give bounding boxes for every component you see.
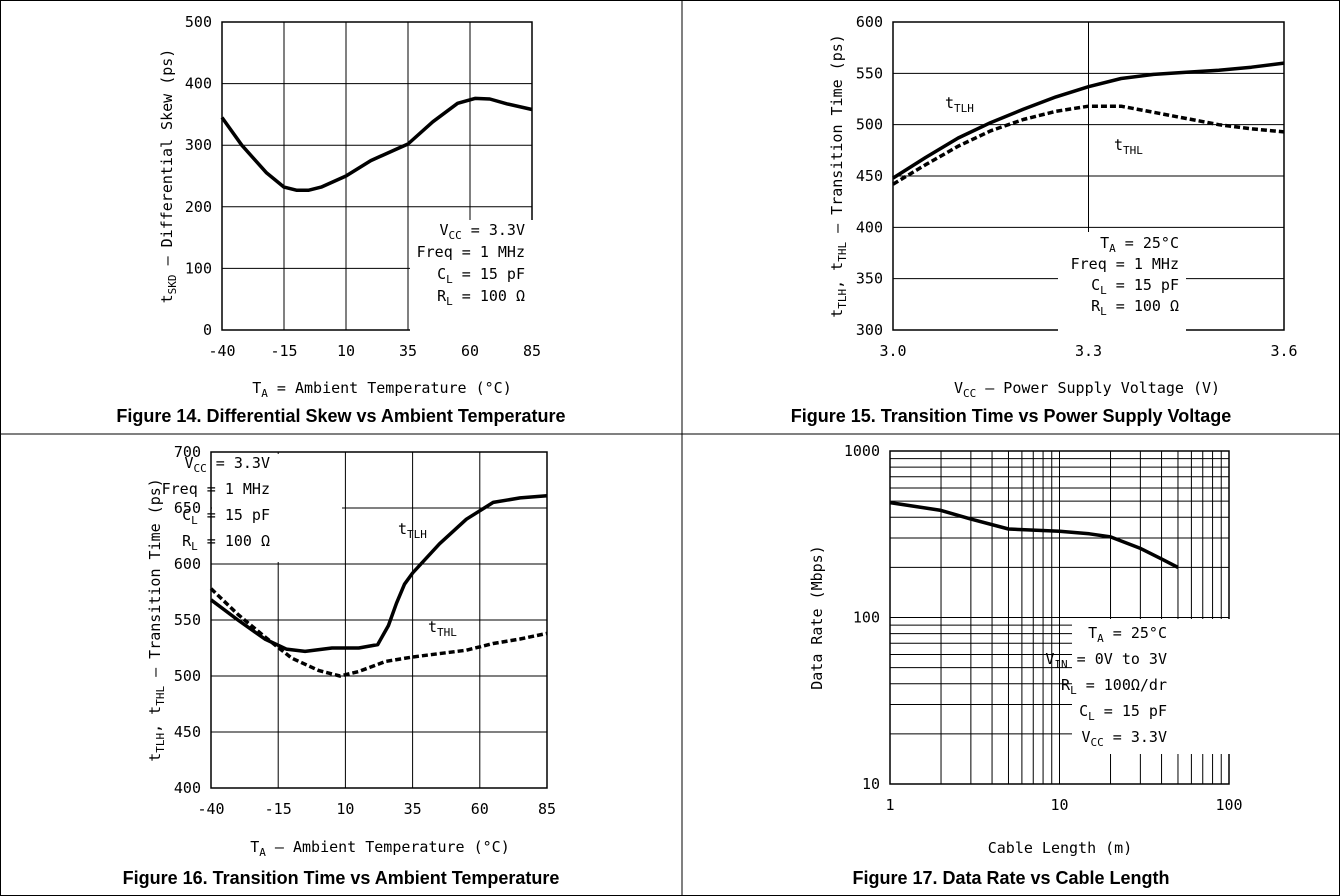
y-tick-label: 400	[174, 779, 201, 797]
figure-14-caption: Figure 14. Differential Skew vs Ambient …	[116, 406, 566, 426]
y-axis-label: tSKD – Differential Skew (ps)	[158, 49, 179, 304]
y-tick-label: 200	[185, 198, 212, 216]
y-tick-label: 10	[862, 775, 880, 793]
y-tick-label: 450	[856, 167, 883, 185]
y-tick-label: 650	[174, 499, 201, 517]
condition-text: Freq = 1 MHz	[162, 480, 270, 498]
x-tick-label: 10	[337, 342, 355, 360]
figure-14-chart: -40 -15 10 35 60 85 0 100 200 300 400 500 TA = Ambie…	[158, 13, 541, 400]
y-tick-label: 450	[174, 723, 201, 741]
y-tick-label: 350	[856, 270, 883, 288]
y-tick-label: 600	[856, 13, 883, 31]
x-tick-label: -40	[208, 342, 235, 360]
y-tick-label: 500	[856, 116, 883, 134]
x-tick-label: 85	[538, 800, 556, 818]
x-tick-label: 35	[404, 800, 422, 818]
condition-text: CL = 15 pF	[182, 506, 270, 527]
figure-14-panel: -40 -15 10 35 60 85 0 100 200 300 400 500 TA = Ambie…	[0, 0, 682, 434]
plot-frame	[210, 451, 548, 789]
y-tick-label: 500	[174, 667, 201, 685]
x-tick-label: 3.6	[1270, 342, 1297, 360]
condition-text: TA = 25°C	[1088, 624, 1167, 645]
figure-17-panel: 1 10 100 10 100 1000 Cable Length (m) Data Rate…	[682, 434, 1340, 896]
y-tick-label: 700	[174, 443, 201, 461]
x-tick-label: -15	[270, 342, 297, 360]
y-tick-label: 400	[856, 218, 883, 236]
y-tick-label: 550	[174, 611, 201, 629]
x-axis-label: VCC – Power Supply Voltage (V)	[954, 379, 1220, 400]
x-tick-label: -40	[197, 800, 224, 818]
figure-16-panel: -40 -15 10 35 60 85 400 450 500 550 600 650 700 TA – …	[0, 434, 682, 896]
x-tick-label: 10	[1050, 796, 1068, 814]
condition-text: RL = 100 Ω	[182, 532, 270, 553]
figure-15-chart: 3.0 3.3 3.6 300 350 400 450 500 550 600 VCC – Powe…	[828, 13, 1298, 400]
plot-frame	[889, 450, 1230, 785]
y-tick-label: 550	[856, 64, 883, 82]
condition-text: CL = 15 pF	[1079, 702, 1167, 723]
y-axis-label: Data Rate (Mbps)	[808, 545, 826, 690]
x-tick-label: 3.3	[1075, 342, 1102, 360]
condition-text: Freq = 1 MHz	[417, 243, 525, 261]
series-label: tTLH	[398, 520, 427, 541]
series-line-tTHL	[209, 587, 548, 678]
condition-text: RL = 100 Ω	[1091, 297, 1179, 318]
figure-16-caption: Figure 16. Transition Time vs Ambient Te…	[122, 868, 560, 888]
y-tick-label: 100	[853, 609, 880, 627]
figure-17-chart: 1 10 100 10 100 1000 Cable Length (m) Data Rate…	[808, 442, 1243, 857]
condition-text: RL = 100Ω/dr	[1061, 676, 1167, 697]
x-tick-label: -15	[265, 800, 292, 818]
y-tick-label: 400	[185, 75, 212, 93]
x-tick-label: 60	[471, 800, 489, 818]
series-line-tTHL	[892, 104, 1285, 186]
condition-text: CL = 15 pF	[437, 265, 525, 286]
x-tick-label: 1	[885, 796, 894, 814]
y-tick-label: 600	[174, 555, 201, 573]
condition-text: TA = 25°C	[1100, 234, 1179, 255]
x-axis-label: TA = Ambient Temperature (°C)	[252, 379, 512, 400]
figure-15-panel: 3.0 3.3 3.6 300 350 400 450 500 550 600 VCC – Powe…	[682, 0, 1340, 434]
condition-text: VCC = 3.3V	[1082, 728, 1168, 749]
series-label: tTHL	[1114, 136, 1143, 157]
x-tick-label: 100	[1215, 796, 1242, 814]
condition-text: CL = 15 pF	[1091, 276, 1179, 297]
figure-16-chart: -40 -15 10 35 60 85 400 450 500 550 600 650 700 TA – …	[146, 443, 556, 859]
conditions-box	[1058, 232, 1186, 332]
x-tick-label: 35	[399, 342, 417, 360]
figure-17-caption: Figure 17. Data Rate vs Cable Length	[852, 868, 1170, 888]
y-tick-label: 500	[185, 13, 212, 31]
y-tick-label: 1000	[844, 442, 880, 460]
x-axis-label: TA – Ambient Temperature (°C)	[250, 838, 510, 859]
series-label: tTLH	[945, 94, 974, 115]
conditions-box	[212, 454, 342, 562]
figure-15-caption: Figure 15. Transition Time vs Power Supp…	[790, 406, 1232, 426]
x-tick-label: 10	[336, 800, 354, 818]
conditions-box	[1072, 619, 1230, 754]
x-tick-label: 85	[523, 342, 541, 360]
series-line-tTLH	[209, 493, 548, 654]
series-line-data	[220, 96, 533, 192]
condition-text: VCC = 3.3V	[185, 454, 271, 475]
condition-text: VIN = 0V to 3V	[1045, 650, 1167, 671]
conditions-box	[410, 220, 534, 332]
series-line-tTLH	[892, 61, 1285, 180]
y-tick-label: 0	[203, 321, 212, 339]
x-tick-label: 3.0	[879, 342, 906, 360]
y-tick-label: 100	[185, 259, 212, 277]
condition-text: Freq = 1 MHz	[1071, 255, 1179, 273]
condition-text: VCC = 3.3V	[440, 221, 526, 242]
y-tick-label: 300	[856, 321, 883, 339]
y-axis-label: tTLH, tTHL – Transition Time (ps)	[828, 34, 849, 318]
y-axis-label: tTLH, tTHL – Transition Time (ps)	[146, 478, 167, 762]
series-line-data	[889, 500, 1179, 569]
x-tick-label: 60	[461, 342, 479, 360]
condition-text: RL = 100 Ω	[437, 287, 525, 308]
series-label: tTHL	[428, 618, 457, 639]
plot-frame	[221, 21, 533, 331]
y-tick-label: 300	[185, 136, 212, 154]
x-axis-label: Cable Length (m)	[988, 839, 1133, 857]
